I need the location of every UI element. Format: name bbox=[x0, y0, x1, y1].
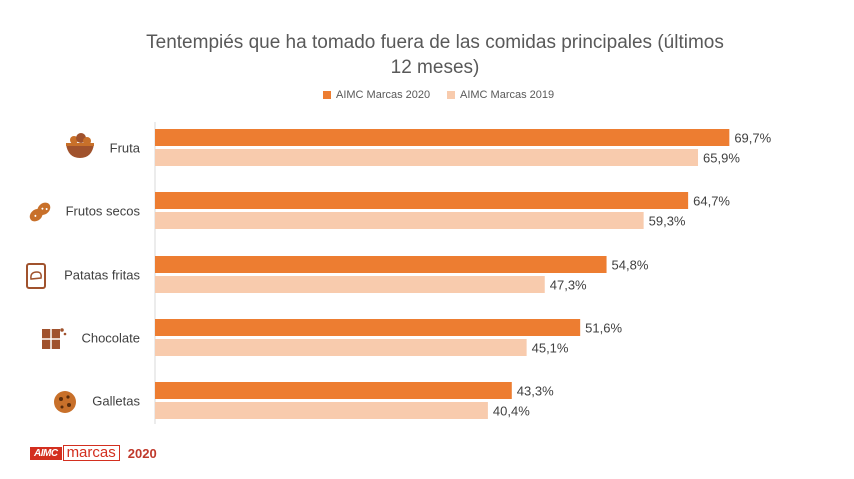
category-label-galletas: Galletas bbox=[92, 394, 140, 409]
legend-item-2019: AIMC Marcas 2019 bbox=[447, 89, 554, 101]
logo-year: 2020 bbox=[127, 445, 157, 461]
legend-item-2020: AIMC Marcas 2020 bbox=[323, 89, 430, 101]
legend-label-2019: AIMC Marcas 2019 bbox=[460, 89, 555, 101]
bar-2020-fruta bbox=[155, 129, 730, 146]
category-label-patatas-fritas: Patatas fritas bbox=[64, 268, 140, 283]
data-label-2020-chocolate: 51,6% bbox=[585, 321, 622, 336]
logo-marcas-text: marcas bbox=[62, 445, 120, 461]
bar-2020-galletas bbox=[155, 382, 512, 399]
data-label-2020-galletas: 43,3% bbox=[517, 384, 554, 399]
data-label-2020-patatas-fritas: 54,8% bbox=[612, 258, 649, 273]
fruit-bowl-icon bbox=[66, 133, 94, 158]
bar-2019-fruta bbox=[155, 149, 699, 166]
chocolate-icon bbox=[42, 328, 67, 349]
logo-aimc-text: AIMC bbox=[30, 446, 62, 460]
data-label-2019-chocolate: 45,1% bbox=[532, 341, 569, 356]
data-label-2019-patatas-fritas: 47,3% bbox=[550, 278, 587, 293]
category-label-fruta: Fruta bbox=[110, 141, 141, 156]
chart-title-line-2: 12 meses) bbox=[390, 57, 480, 78]
category-label-chocolate: Chocolate bbox=[81, 331, 140, 346]
peanut-icon bbox=[29, 202, 51, 222]
bar-2020-chocolate bbox=[155, 319, 581, 336]
bar-2020-frutos-secos bbox=[155, 192, 689, 209]
category-label-frutos-secos: Frutos secos bbox=[66, 204, 141, 219]
chart-title: Tentempiés que ha tomado fuera de las co… bbox=[110, 30, 760, 80]
chart-title-line-1: Tentempiés que ha tomado fuera de las co… bbox=[146, 32, 724, 53]
bar-2019-chocolate bbox=[155, 339, 527, 356]
legend-swatch-2020 bbox=[323, 91, 331, 99]
legend-label-2020: AIMC Marcas 2020 bbox=[336, 89, 431, 101]
bar-2019-galletas bbox=[155, 402, 488, 419]
data-label-2019-frutos-secos: 59,3% bbox=[649, 214, 686, 229]
cookie-icon bbox=[54, 391, 76, 413]
aimc-marcas-logo: AIMC marcas 2020 bbox=[30, 445, 157, 461]
bar-2019-frutos-secos bbox=[155, 212, 644, 229]
chips-bag-icon bbox=[26, 263, 46, 289]
bar-2020-patatas-fritas bbox=[155, 256, 607, 273]
data-label-2019-galletas: 40,4% bbox=[493, 404, 530, 419]
data-label-2019-fruta: 65,9% bbox=[703, 151, 740, 166]
data-label-2020-fruta: 69,7% bbox=[734, 131, 771, 146]
legend-swatch-2019 bbox=[447, 91, 455, 99]
bar-2019-patatas-fritas bbox=[155, 276, 545, 293]
data-label-2020-frutos-secos: 64,7% bbox=[693, 194, 730, 209]
